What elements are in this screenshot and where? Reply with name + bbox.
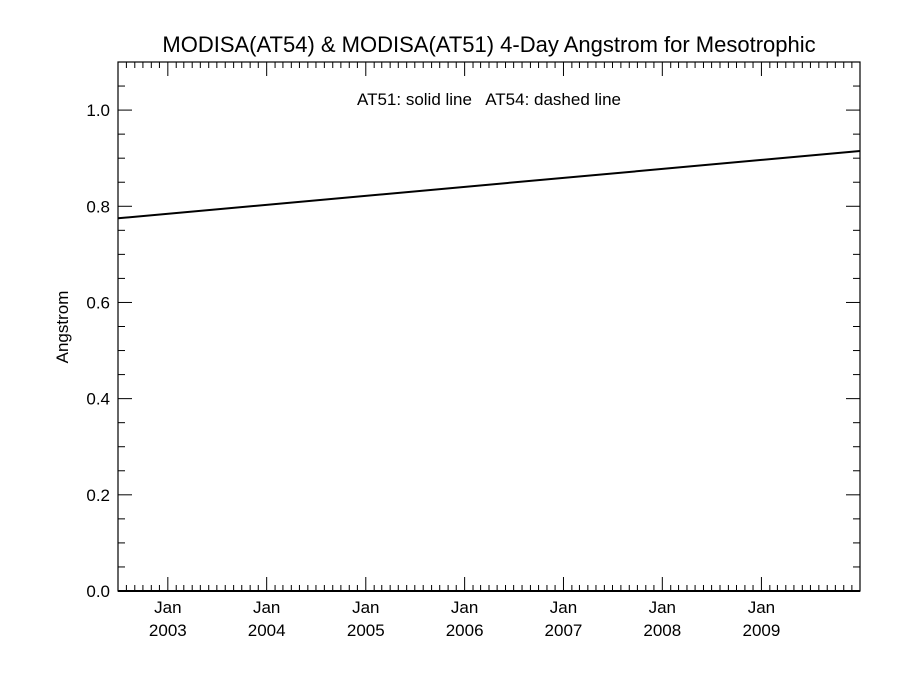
y-tick-label: 0.2 bbox=[86, 486, 110, 505]
plot-frame bbox=[117, 61, 861, 592]
x-tick-label-month: Jan bbox=[253, 598, 280, 617]
data-series bbox=[117, 150, 861, 592]
y-tick-label: 0.8 bbox=[86, 197, 110, 216]
x-tick-label-month: Jan bbox=[649, 598, 676, 617]
y-axis-ticks: 0.0 0.2 0.4 0.6 0.8 1.0 bbox=[86, 61, 860, 601]
y-tick-label: 1.0 bbox=[86, 101, 110, 120]
y-tick-label: 0.4 bbox=[86, 390, 110, 409]
y-tick-label: 0.0 bbox=[86, 582, 110, 601]
y-axis-label: Angstrom bbox=[53, 291, 72, 364]
x-tick-label-year: 2005 bbox=[347, 621, 385, 640]
x-tick-label-year: 2003 bbox=[149, 621, 187, 640]
x-tick-label-month: Jan bbox=[154, 598, 181, 617]
x-tick-label-year: 2007 bbox=[545, 621, 583, 640]
series-line-at51 bbox=[117, 150, 861, 220]
x-tick-label-year: 2009 bbox=[743, 621, 781, 640]
x-tick-label-year: 2004 bbox=[248, 621, 286, 640]
x-tick-label-year: 2008 bbox=[643, 621, 681, 640]
x-tick-label-month: Jan bbox=[451, 598, 478, 617]
chart-title: MODISA(AT54) & MODISA(AT51) 4-Day Angstr… bbox=[162, 32, 815, 57]
legend-annotation: AT51: solid line AT54: dashed line bbox=[357, 90, 621, 109]
x-tick-label-month: Jan bbox=[748, 598, 775, 617]
x-tick-label-year: 2006 bbox=[446, 621, 484, 640]
x-tick-label-month: Jan bbox=[550, 598, 577, 617]
y-tick-label: 0.6 bbox=[86, 293, 110, 312]
x-axis-ticks: Jan 2003 Jan 2004 Jan 2005 Jan 2006 Jan 2007 Jan 20… bbox=[117, 62, 853, 640]
x-tick-label-month: Jan bbox=[352, 598, 379, 617]
